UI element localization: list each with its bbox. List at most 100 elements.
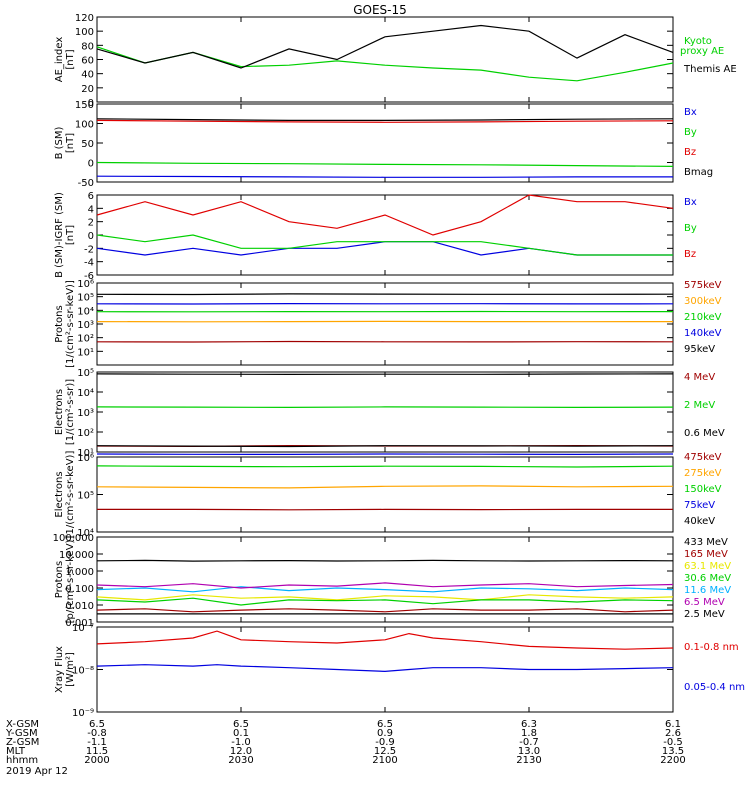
y-tick-label: 10⁴ [77, 388, 94, 399]
y-tick-label: 10⁻⁷ [72, 623, 94, 634]
series-line [96, 373, 674, 375]
x-axis-orbit-table: X-GSM Y-GSM Z-GSM MLT hhmm 2019 Apr 12 6… [5, 719, 686, 777]
y-axis-label: [W/m²] [65, 652, 76, 687]
series-line [96, 234, 673, 256]
panel-frame [96, 194, 674, 276]
legend-entry: Bz [684, 147, 696, 158]
legend-entry: 40keV [684, 516, 715, 527]
series-line [96, 118, 674, 122]
y-tick-label: -50 [78, 178, 94, 189]
y-tick-label: 10⁶ [77, 279, 94, 290]
y-tick-label: -6 [84, 271, 94, 282]
legend-entry: 300keV [684, 296, 722, 307]
y-tick-label: 10³ [77, 408, 94, 419]
legend-entry: 475keV [684, 452, 722, 463]
series-line [96, 485, 674, 489]
panel-6: 10⁴ 10⁵ 10⁶ Electrons [1/(cm²-s-sr-keV)] 475k… [54, 445, 722, 539]
y-tick-label: 10¹ [77, 347, 94, 358]
orbit-value: 0.1 [233, 728, 249, 739]
series-line [96, 175, 673, 178]
legend-entry: Bz [684, 249, 696, 260]
panel-frame [96, 456, 674, 533]
legend-entry: 63.1 MeV [684, 561, 731, 572]
y-tick-label: 1.000 [65, 567, 94, 578]
y-axis-label: AE_index [54, 37, 65, 83]
series-line [96, 465, 674, 468]
legend-entry: 95keV [684, 344, 715, 355]
series-line [96, 406, 674, 408]
legend-entry: By [684, 127, 697, 138]
orbit-value: 2130 [516, 755, 541, 766]
series-line [96, 594, 674, 601]
y-axis-label: [1/(cm²-s-sr-keV)] [65, 280, 76, 368]
y-tick-label: -2 [84, 244, 94, 255]
orbit-row-label-ygsm: Y-GSM [5, 728, 38, 739]
y-axis-label: [1/(cm²-s-sr-keV)] [65, 451, 76, 539]
legend-entry: By [684, 223, 697, 234]
legend-entry: 150keV [684, 484, 722, 495]
legend-entry: 0.1-0.8 nm [684, 642, 739, 653]
y-tick-label: 10⁻⁸ [72, 666, 94, 677]
y-axis-label: [p/(cm²-s-sr-keV)] [65, 536, 76, 624]
legend-entry: proxy AE [680, 46, 724, 57]
y-axis-label: [nT] [65, 225, 76, 245]
y-axis-label: [nT] [65, 49, 76, 69]
legend-entry: Bx [684, 197, 697, 208]
y-axis-label: [1/(cm²-s-sr)] [65, 379, 76, 445]
orbit-value: 1.8 [521, 728, 537, 739]
orbit-value: 13.0 [518, 746, 540, 757]
y-axis-label: Electrons [54, 471, 65, 517]
series-line [96, 586, 674, 593]
y-tick-label: 0.001 [65, 618, 94, 629]
y-axis-label: Protons [54, 561, 65, 598]
y-tick-label: 6 [88, 191, 94, 202]
y-tick-label: 10¹ [77, 448, 94, 459]
y-tick-label: 0.010 [65, 601, 94, 612]
y-tick-label: 60 [81, 56, 94, 67]
panel-frame [96, 282, 674, 366]
panel-frame [96, 103, 674, 183]
legend-entry: 0.05-0.4 nm [684, 682, 745, 693]
y-tick-label: 10⁻⁹ [72, 708, 94, 719]
legend-entry: 4 MeV [684, 372, 715, 383]
legend-entry: Bmag [684, 167, 713, 178]
orbit-value: -1.0 [231, 737, 251, 748]
series-line [96, 161, 674, 167]
panel-frame [96, 16, 674, 103]
figure-title: GOES-15 [353, 3, 407, 17]
series-line [96, 445, 674, 448]
orbit-value: 2030 [228, 755, 253, 766]
orbit-value: 2.6 [665, 728, 681, 739]
orbit-value: 12.5 [374, 746, 396, 757]
y-tick-label: 2 [88, 218, 94, 229]
series-line [96, 582, 674, 589]
orbit-value: 6.3 [521, 719, 537, 730]
series-line [96, 559, 674, 562]
y-tick-label: 10² [77, 334, 94, 345]
panel-4: 10¹ 10² 10³ 10⁴ 10⁵ 10⁶ Protons [1/(cm²-s-sr-ke… [54, 279, 722, 368]
panel-frame [96, 371, 674, 453]
y-tick-label: -4 [84, 258, 94, 269]
legend-entry: Bx [684, 107, 697, 118]
panel-8: 10⁻⁹ 10⁻⁸ 10⁻⁷ Xray Flux [W/m²] 0.1-0.8 nm 0.0… [54, 623, 745, 719]
y-tick-label: 10⁴ [77, 306, 94, 317]
legend-entry: 2 MeV [684, 400, 715, 411]
y-axis-label: [nT] [65, 133, 76, 153]
panel-2: -50 0 50 100 150 B (SM) [nT] Bx By Bz Bmag [54, 100, 713, 189]
series-line [96, 119, 674, 123]
y-tick-label: 50 [81, 139, 94, 150]
y-tick-label: 10⁴ [77, 528, 94, 539]
orbit-value: 2100 [372, 755, 397, 766]
orbit-value: 0.9 [377, 728, 393, 739]
orbit-value: 2200 [660, 755, 685, 766]
series-line [96, 597, 674, 606]
y-axis-label: Protons [54, 305, 65, 342]
orbit-value: 6.5 [233, 719, 249, 730]
series-line [96, 293, 674, 296]
series-line [96, 241, 673, 256]
y-tick-label: 10⁶ [77, 453, 94, 464]
orbit-value: 6.1 [665, 719, 681, 730]
y-tick-label: 4 [88, 204, 94, 215]
